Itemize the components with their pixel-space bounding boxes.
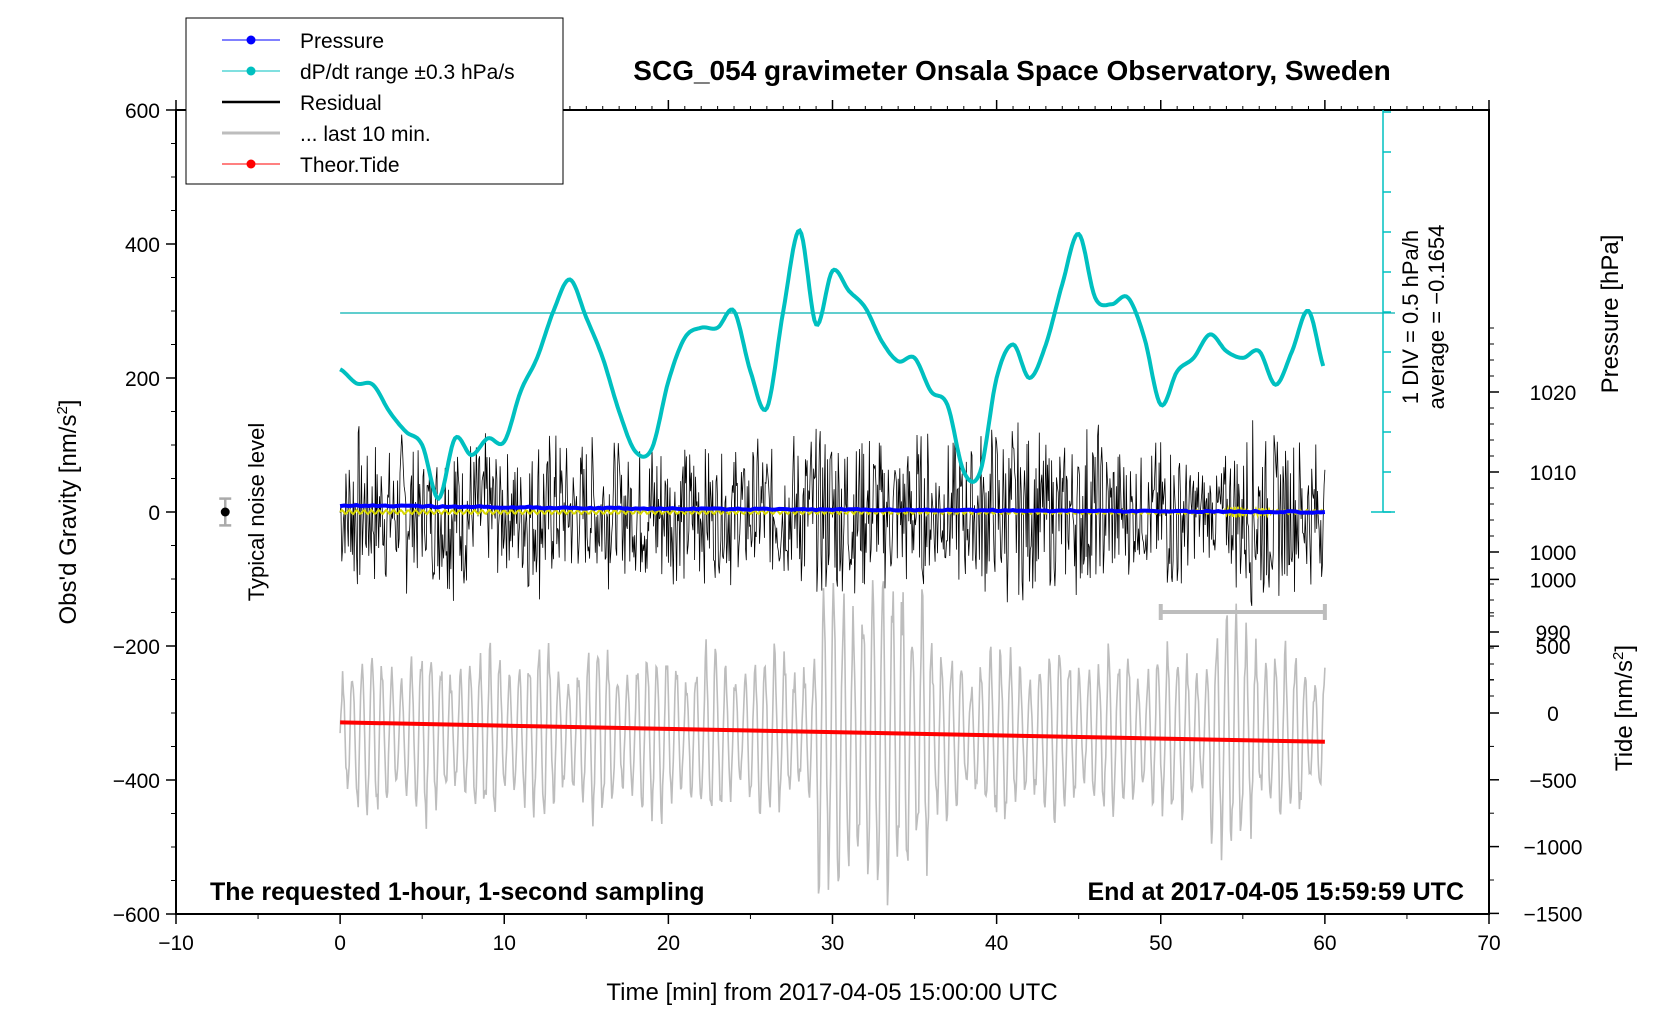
x-tick-label: 60 [1313, 932, 1336, 955]
pressure-tick-label: 1020 [1530, 382, 1577, 405]
legend-label-dpdt: dP/dt range ±0.3 hPa/s [300, 61, 515, 84]
y-tick-label: −400 [113, 770, 160, 793]
y-tick-label: 600 [125, 100, 160, 123]
dpdt-line [339, 227, 1326, 502]
legend-label-pressure: Pressure [300, 30, 384, 53]
y-tick-label: 0 [148, 502, 160, 525]
legend-label-residual: Residual [300, 92, 382, 115]
x-tick-label: 0 [334, 932, 346, 955]
tide-traces [339, 580, 1327, 906]
note-left: The requested 1-hour, 1-second sampling [210, 878, 705, 906]
y-axis-label-left: Obs'd Gravity [nm/s2] [54, 400, 82, 625]
pressure-axis-label: Pressure [hPa] [1597, 235, 1624, 394]
tide-tick-label: 0 [1547, 703, 1559, 726]
tide-tick-label: −500 [1529, 770, 1576, 793]
tide-axis-label-text: Tide [nm/s [1611, 660, 1638, 771]
x-axis-label: Time [min] from 2017-04-05 15:00:00 UTC [606, 979, 1057, 1006]
dpdt-scale-label: 1 DIV = 0.5 hPa/h [1398, 230, 1423, 404]
pressure-tick-label: 990 [1535, 622, 1570, 645]
y-tick-label: 400 [125, 234, 160, 257]
x-tick-label: 30 [821, 932, 844, 955]
tide-tick-label: −1500 [1524, 903, 1583, 926]
legend-items [222, 35, 280, 169]
pressure-traces [339, 227, 1395, 515]
residual-line [339, 420, 1326, 606]
legend-marker [246, 159, 256, 169]
noise-point [220, 507, 230, 517]
x-tick-label: 20 [657, 932, 680, 955]
y-axis-label-left-close: ] [55, 400, 82, 407]
y-tick-label: −200 [113, 636, 160, 659]
pressure-tick-label: 1010 [1530, 462, 1577, 485]
dpdt-average-label: average = −0.1654 [1424, 225, 1449, 410]
noise-level-marker [219, 497, 232, 527]
x-tick-label: −10 [158, 932, 194, 955]
note-right: End at 2017-04-05 15:59:59 UTC [1087, 878, 1464, 906]
x-tick-label: 40 [985, 932, 1008, 955]
tide-axis-label-sup: 2 [1610, 652, 1627, 660]
noise-level-label: Typical noise level [244, 423, 269, 602]
legend-marker [246, 35, 256, 45]
tide-tick-label: 500 [1535, 636, 1570, 659]
pressure-tick-label: 1000 [1530, 542, 1577, 565]
pressure-line [339, 503, 1326, 515]
x-tick-label: 70 [1477, 932, 1500, 955]
last10-line [339, 580, 1326, 906]
y-tick-label: −600 [113, 904, 160, 927]
tide-tick-label: 1000 [1530, 569, 1577, 592]
theor-tide-line [340, 720, 1325, 744]
legend-marker [246, 66, 256, 76]
x-tick-label: 10 [493, 932, 516, 955]
y-axis-label-left-text: Obs'd Gravity [nm/s [55, 415, 82, 625]
legend-label-tide: Theor.Tide [300, 154, 400, 177]
legend: Pressure dP/dt range ±0.3 hPa/s Residual… [185, 17, 564, 185]
x-tick-label: 50 [1149, 932, 1172, 955]
y-tick-label: 200 [125, 368, 160, 391]
tide-axis-label: Tide [nm/s2] [1610, 645, 1638, 771]
residual-traces [339, 420, 1326, 606]
legend-label-last10: ... last 10 min. [300, 123, 431, 146]
tide-tick-label: −1000 [1524, 837, 1583, 860]
tide-axis-label-close: ] [1611, 645, 1638, 652]
axes: −10 0 10 20 30 40 50 60 70−600−400−2000200400600… [113, 100, 1583, 955]
chart-title: SCG_054 gravimeter Onsala Space Observat… [633, 55, 1390, 86]
y-axis-label-left-sup: 2 [54, 406, 71, 414]
